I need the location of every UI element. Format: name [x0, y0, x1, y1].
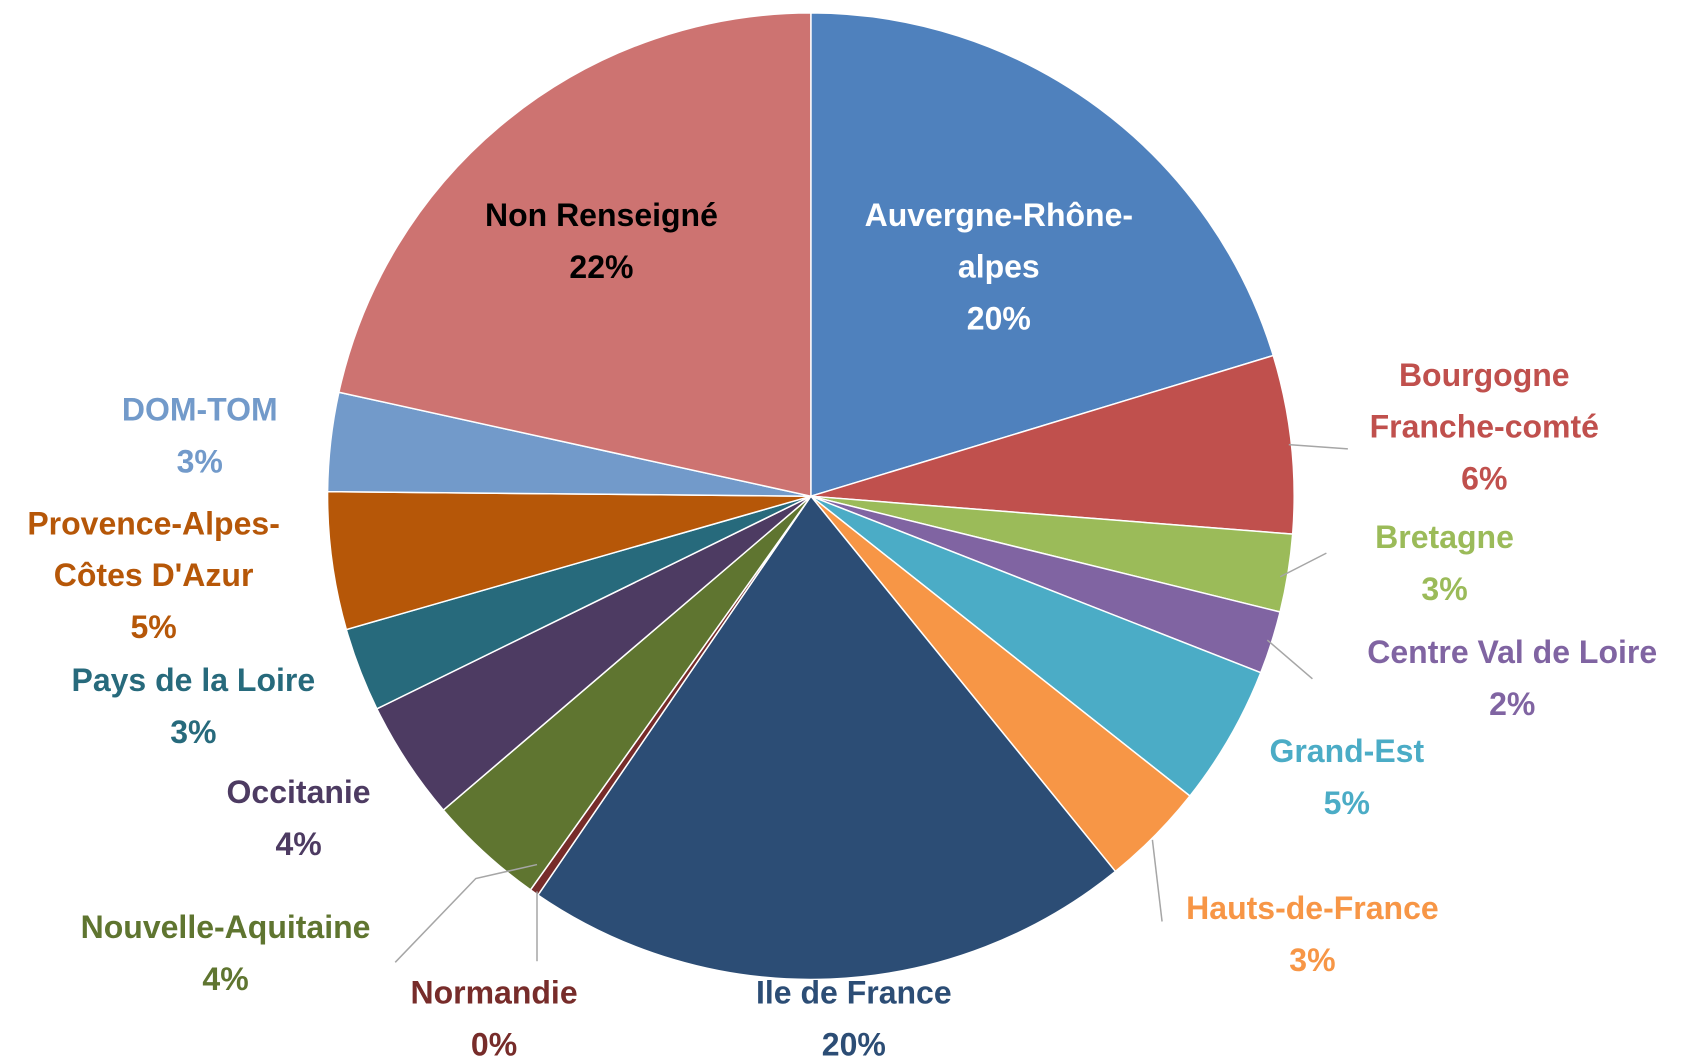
value-label: 0%	[471, 1027, 517, 1062]
slice-label-line: Provence-Alpes-	[27, 506, 280, 542]
slice-label: Ile de France	[756, 975, 952, 1011]
slice-label: Bourgogne Franche-comté	[1370, 358, 1599, 446]
pie-slice	[536, 494, 1117, 981]
slice-label: Provence-Alpes- Côtes D'Azur	[27, 506, 280, 594]
slice-label-line: Ile de France	[756, 975, 952, 1011]
slice-label-line: Non Renseigné	[485, 197, 718, 233]
slice-label-line: Franche-comté	[1370, 409, 1599, 445]
leader-line	[1279, 552, 1327, 578]
slice-label-line: Pays de la Loire	[71, 663, 315, 699]
slice-label: Normandie	[410, 975, 577, 1011]
value-label: 20%	[822, 1027, 886, 1062]
value-label: 4%	[275, 826, 321, 862]
slice-label-line: Normandie	[410, 975, 577, 1011]
value-label: 22%	[569, 249, 633, 285]
leader-line	[1288, 443, 1348, 450]
slice-label-line: Hauts-de-France	[1186, 890, 1439, 926]
value-label: 4%	[202, 961, 248, 997]
value-label: 20%	[967, 301, 1031, 337]
slice-label-line: Occitanie	[227, 774, 371, 810]
slice-label: Pays de la Loire	[71, 663, 315, 699]
slice-label-line: Auvergne-Rhône-	[865, 197, 1133, 233]
value-label: 5%	[1324, 785, 1370, 821]
value-label: 6%	[1461, 461, 1507, 497]
slice-label: DOM-TOM	[122, 392, 278, 428]
slice-label-line: Côtes D'Azur	[54, 557, 254, 593]
pie-slice	[337, 12, 812, 498]
slice-label-line: Bretagne	[1375, 520, 1514, 556]
slice-label-line: DOM-TOM	[122, 392, 278, 428]
slice-label: Centre Val de Loire	[1367, 635, 1657, 671]
value-label: 3%	[170, 714, 216, 750]
slice-label-line: Grand-Est	[1269, 733, 1424, 769]
leader-line	[394, 863, 538, 963]
slice-label: Occitanie	[227, 774, 371, 810]
slice-label-line: Bourgogne	[1399, 358, 1570, 394]
slice-label-line: Nouvelle-Aquitaine	[81, 910, 371, 946]
slice-label: Grand-Est	[1269, 733, 1424, 769]
slice-label-line: Centre Val de Loire	[1367, 635, 1657, 671]
value-label: 5%	[130, 609, 176, 645]
value-label: 2%	[1489, 686, 1535, 722]
leader-line	[1151, 839, 1163, 922]
slice-label: Auvergne-Rhône-alpes	[865, 197, 1133, 285]
value-label: 3%	[1421, 571, 1467, 607]
pie-slice	[810, 12, 1275, 498]
value-label: 3%	[177, 443, 223, 479]
leader-line	[1266, 639, 1313, 680]
slice-label: Nouvelle-Aquitaine	[81, 910, 371, 946]
slice-label: Bretagne	[1375, 520, 1514, 556]
pie-slice	[810, 354, 1295, 535]
slice-label: Non Renseigné	[485, 197, 718, 233]
slice-label: Hauts-de-France	[1186, 890, 1439, 926]
slice-label-line: alpes	[958, 249, 1040, 285]
value-label: 3%	[1289, 942, 1335, 978]
